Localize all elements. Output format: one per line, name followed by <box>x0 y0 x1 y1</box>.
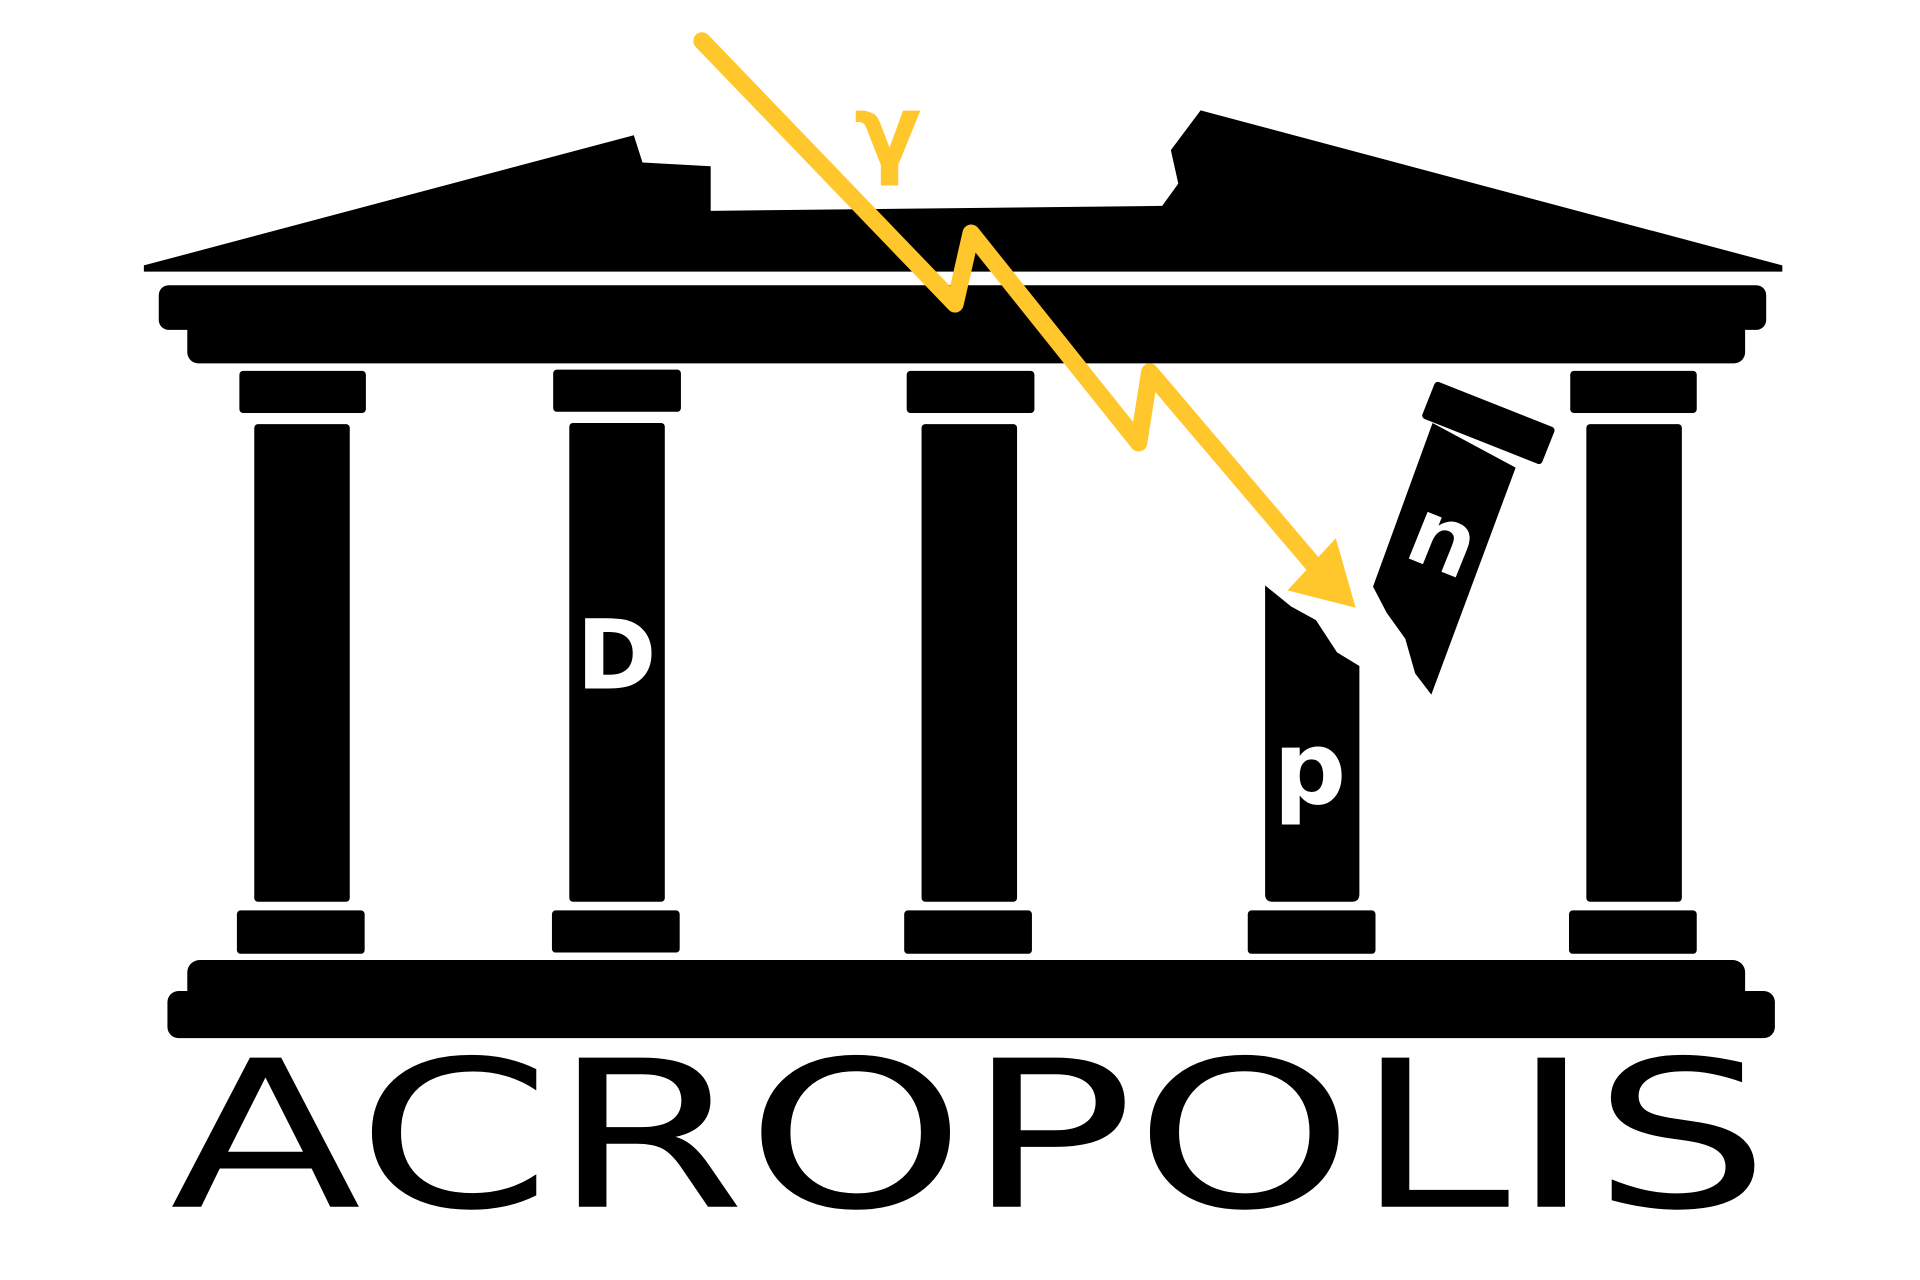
ray-arrowhead <box>1287 538 1356 608</box>
pediment <box>143 110 1783 272</box>
column-2 <box>551 369 681 953</box>
symbol-gamma: γ <box>854 74 922 189</box>
column-1 <box>236 370 366 954</box>
symbol-d: D <box>576 598 656 711</box>
column-3 <box>904 370 1035 954</box>
symbol-p: p <box>1273 710 1346 828</box>
column-5 <box>1568 370 1697 954</box>
gamma-ray <box>693 32 1356 608</box>
column-fragment <box>1373 381 1555 695</box>
stylobate <box>167 960 1775 1039</box>
logo-title: ACROPOLIS <box>170 1018 1770 1256</box>
column-4-broken <box>1247 585 1376 954</box>
